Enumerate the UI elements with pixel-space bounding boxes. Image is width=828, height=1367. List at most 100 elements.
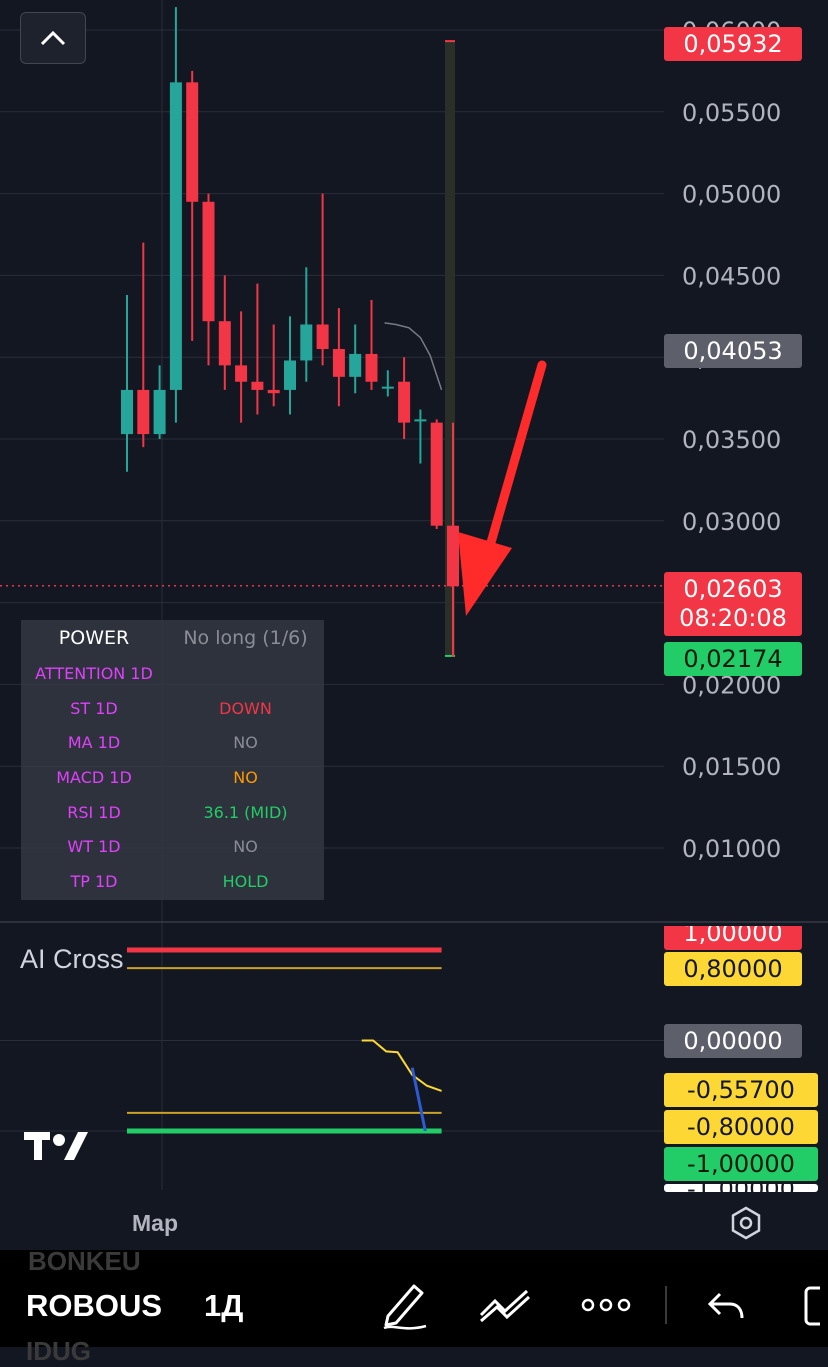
power-row-value: HOLD [222,871,269,891]
power-row-value: NO [233,837,258,857]
ai-cross-series-line [410,1067,427,1132]
candle-body [153,389,166,435]
candle-body [218,321,231,366]
power-table: POWER No long (1/6) ATTENTION 1D ST 1D DOW… [21,620,324,900]
candle[interactable] [153,365,166,439]
candle-body [202,201,215,322]
candle[interactable] [300,267,313,382]
candle-body [430,422,443,526]
candle-body [284,360,296,390]
price-axis[interactable]: 0,060000,055000,050000,045000,040000,035… [682,17,781,863]
fullscreen-icon[interactable] [804,1284,828,1328]
candle-body [316,324,329,350]
ai-cross-tag-4: -0,55700 [664,1073,818,1107]
power-table-row: MA 1D NO [21,725,324,760]
current-price-tag: 0,02603 08:20:08 [664,572,802,636]
candle[interactable] [447,422,459,657]
red-arrow-annotation[interactable] [458,360,547,616]
power-table-row: TP 1D HOLD [21,864,324,899]
ai-cross-tag-7: -1,00000 [664,1184,818,1192]
candle[interactable] [121,295,133,472]
candle[interactable] [398,357,411,439]
power-row-value: NO [233,767,258,787]
ai-cross-series-line [361,1039,442,1092]
candle[interactable] [365,299,378,390]
candle-body [137,389,150,435]
power-row-key: MACD 1D [56,767,132,787]
candle[interactable] [332,308,345,407]
long-wick-body [445,41,455,656]
candle[interactable] [235,311,248,423]
symbol-name[interactable]: ROBOUS [26,1288,163,1323]
pen-icon[interactable] [380,1280,430,1332]
undo-icon[interactable] [706,1290,746,1322]
y-tick-label: 0,01500 [682,753,781,781]
y-tick-label: 0,02000 [682,671,781,699]
moving-average-line [384,322,443,391]
high-price-tag: 0,05932 [664,27,802,61]
trend-line-icon[interactable] [477,1285,533,1325]
ai-cross-lines [127,947,442,1134]
y-tick-label: 0,04500 [682,262,781,290]
candle[interactable] [284,316,296,415]
power-table-row: ST 1D DOWN [21,691,324,726]
candle-body [332,349,345,377]
candle[interactable] [430,419,443,529]
ai-cross-tag-6: -1,00000 [664,1147,818,1181]
ai-cross-tag-2: 0,80000 [664,952,802,986]
low-price-tag: 0,02174 [664,642,802,676]
ai-cross-tag-3: 0,00000 [664,1024,802,1058]
y-tick-label: 0,03500 [682,426,781,454]
candle-body [300,324,313,361]
candle-body [381,386,394,389]
power-row-key: ATTENTION 1D [35,663,153,683]
interval-selector[interactable]: 1Д [204,1288,244,1323]
power-row-key: RSI 1D [67,802,121,822]
candle[interactable] [251,283,264,415]
power-row-value: DOWN [219,698,272,718]
candles[interactable] [121,7,459,657]
toolbar-divider [665,1286,667,1324]
more-icon[interactable] [580,1295,632,1315]
candle-body [267,389,280,394]
candle[interactable] [169,7,182,423]
y-tick-label: 0,05500 [682,99,781,127]
power-table-header: POWER No long (1/6) [21,620,324,656]
collapse-button[interactable] [20,12,86,64]
candle[interactable] [267,324,280,407]
power-table-row: MACD 1D NO [21,760,324,795]
candle[interactable] [349,324,362,394]
candle[interactable] [202,193,215,366]
current-price-value: 0,02603 [683,575,783,603]
tradingview-logo [24,1132,88,1160]
indicator-grid [0,1040,664,1132]
candle-body [251,381,264,390]
candle-body [365,353,378,382]
power-summary: No long (1/6) [183,627,308,649]
bottom-toolbar [0,1250,828,1347]
symbol-previous[interactable]: BONKEU [28,1246,141,1276]
reference-price-tag: 0,04053 [664,334,802,368]
symbol-next[interactable]: IDUG [26,1336,91,1366]
y-tick-label: 0,03000 [682,508,781,536]
candle[interactable] [381,370,394,397]
candle-body [121,389,133,435]
candle[interactable] [186,70,199,341]
candle-body [235,365,248,382]
candle-body [169,82,182,390]
power-row-key: WT 1D [67,837,121,857]
y-tick-label: 0,01000 [682,835,781,863]
y-tick-label: 0,05000 [682,181,781,209]
settings-icon[interactable] [728,1205,764,1241]
chevron-up-icon [40,30,66,46]
ai-cross-tag-1: 1,00000 [664,926,802,950]
candle-body [447,525,459,587]
candle[interactable] [137,242,150,448]
candle[interactable] [316,193,329,366]
power-row-value: 36.1 (MID) [203,802,288,822]
candle[interactable] [218,275,231,390]
power-row-key: ST 1D [70,698,118,718]
ai-cross-title[interactable]: AI Cross [20,944,124,974]
candle[interactable] [414,409,427,464]
power-title: POWER [58,627,130,649]
